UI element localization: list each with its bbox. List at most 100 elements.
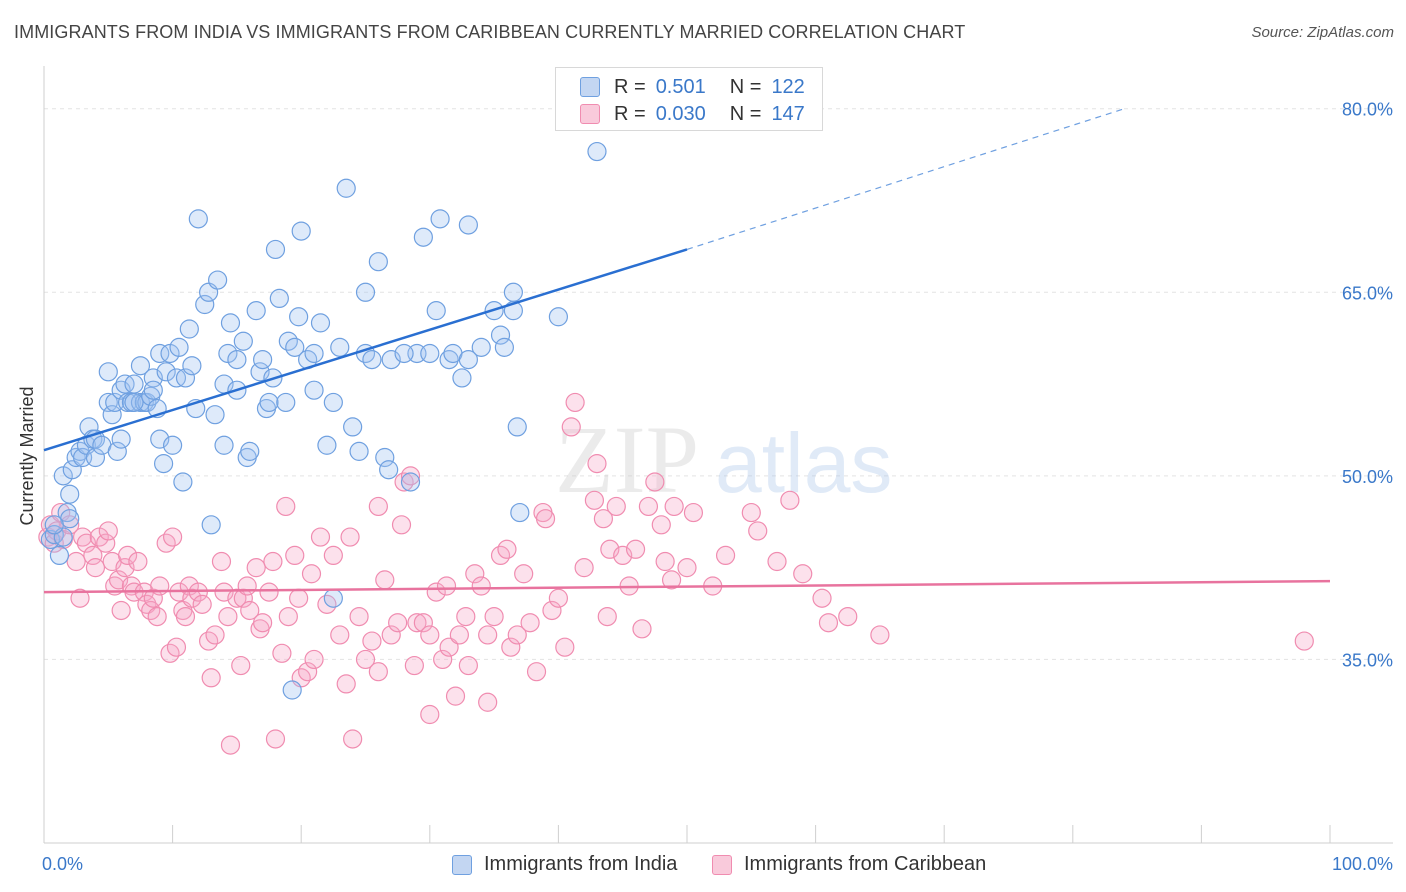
caribbean-point [192, 594, 212, 614]
r-label: R = [614, 75, 646, 98]
india-point [362, 349, 382, 370]
caribbean-point [597, 606, 617, 627]
series-legend: Immigrants from India Immigrants from Ca… [0, 853, 1406, 877]
x-tick-label: 0.0% [42, 854, 83, 874]
caribbean-point [632, 619, 652, 639]
india-point [246, 301, 266, 321]
caribbean-point [263, 551, 283, 572]
india-point [310, 313, 331, 333]
india-point [175, 368, 196, 388]
caribbean-point [458, 655, 478, 676]
india-point [60, 484, 80, 504]
india-point [153, 454, 174, 474]
legend-row-caribbean: R = 0.030 N = 147 [580, 101, 805, 127]
india-point [368, 252, 388, 272]
india-point [510, 502, 530, 523]
india-point [259, 392, 279, 413]
india-point [503, 282, 523, 302]
india-point [507, 417, 527, 437]
caribbean-point [60, 515, 80, 535]
r-value: 0.501 [655, 75, 706, 98]
caribbean-point [310, 527, 331, 547]
india-point [471, 337, 491, 357]
india-point [282, 680, 302, 700]
caribbean-point [478, 625, 498, 645]
watermark: ZIP atlas [555, 406, 892, 513]
india-point [44, 515, 64, 535]
india-point [285, 337, 305, 357]
caribbean-point [205, 625, 225, 645]
caribbean-point [565, 392, 585, 413]
india-point [494, 337, 514, 357]
caribbean-point [548, 588, 569, 608]
caribbean-point [501, 637, 521, 657]
caribbean-point [111, 600, 131, 621]
caribbean-point [147, 606, 167, 627]
india-point [214, 435, 234, 455]
y-axis-label: Currently Married [17, 386, 37, 525]
chart-title: IMMIGRANTS FROM INDIA VS IMMIGRANTS FROM… [14, 22, 966, 42]
caribbean-point [625, 539, 646, 559]
caribbean-point [237, 576, 257, 596]
caribbean-point [336, 674, 356, 694]
caribbean-point [661, 570, 682, 590]
india-point [330, 337, 350, 357]
caribbean-swatch [580, 104, 600, 124]
india-point [195, 294, 215, 315]
caribbean-point [407, 613, 427, 633]
y-tick-label: 50.0% [1342, 467, 1393, 487]
caribbean-point [143, 588, 163, 608]
caribbean-point [439, 637, 459, 657]
caribbean-point [664, 496, 684, 517]
india-point [220, 313, 241, 333]
caribbean-point [812, 588, 832, 608]
india-point [458, 215, 478, 235]
india-point [587, 141, 607, 162]
india-point [349, 441, 369, 461]
caribbean-point [645, 472, 665, 492]
caribbean-point [343, 729, 363, 749]
caribbean-point [593, 509, 614, 529]
legend-label-india: Immigrants from India [484, 853, 678, 875]
caribbean-point [301, 564, 322, 584]
caribbean-point [276, 496, 296, 517]
caribbean-point [535, 509, 556, 529]
caribbean-point [220, 735, 241, 755]
india-point [400, 472, 421, 492]
watermark-atlas: atlas [715, 416, 892, 510]
y-tick-label: 80.0% [1342, 100, 1393, 120]
caribbean-point [741, 502, 761, 523]
india-point [265, 239, 286, 260]
india-point [355, 282, 376, 302]
caribbean-point [253, 613, 273, 633]
series-caribbean [38, 392, 1314, 755]
caribbean-point [677, 558, 697, 578]
india-point [276, 392, 296, 413]
india-point [163, 435, 183, 455]
caribbean-point [66, 551, 86, 572]
r-value: 0.030 [655, 102, 706, 125]
source-label: Source: ZipAtlas.com [1251, 24, 1394, 41]
caribbean-point [96, 533, 116, 553]
legend-label-caribbean: Immigrants from Caribbean [744, 853, 987, 875]
caribbean-point [818, 613, 839, 633]
caribbean-point [606, 496, 626, 517]
india-swatch [452, 854, 472, 875]
caribbean-point [497, 539, 517, 559]
india-point [317, 435, 337, 455]
caribbean-point [555, 637, 575, 657]
caribbean-point [98, 521, 118, 541]
india-point [62, 460, 82, 480]
india-point [124, 374, 144, 394]
caribbean-point [330, 625, 350, 645]
caribbean-point [355, 649, 376, 670]
caribbean-point [368, 496, 388, 517]
caribbean-point [471, 576, 491, 596]
caribbean-point [70, 588, 90, 608]
india-point [201, 515, 221, 535]
india-point [240, 441, 260, 461]
caribbean-point [683, 502, 704, 523]
caribbean-point [391, 515, 412, 535]
caribbean-trend-line [43, 579, 1331, 594]
caribbean-point [388, 613, 408, 633]
